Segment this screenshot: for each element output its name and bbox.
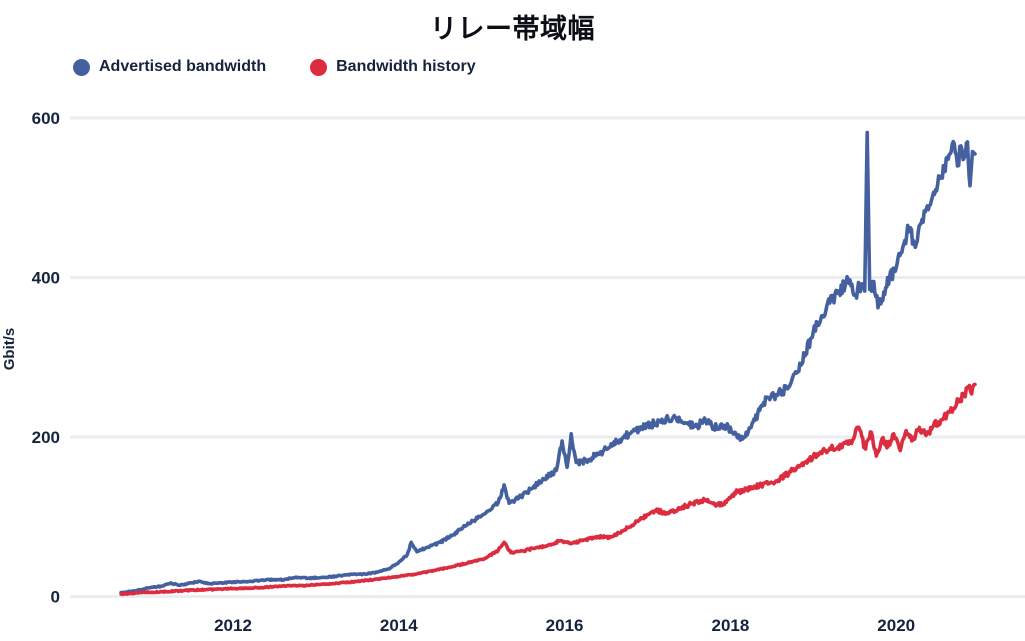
series-line-advertised-bandwidth xyxy=(119,130,977,595)
y-tick-label-400: 400 xyxy=(32,269,60,288)
legend-label-advertised-bandwidth: Advertised bandwidth xyxy=(99,58,267,75)
legend-label-bandwidth-history: Bandwidth history xyxy=(336,58,476,75)
chart-title: リレー帯域幅 xyxy=(430,14,595,44)
x-tick-label-2020: 2020 xyxy=(877,616,915,635)
legend: Advertised bandwidth Bandwidth history xyxy=(73,58,520,76)
y-tick-label-200: 200 xyxy=(32,428,60,447)
y-tick-label-600: 600 xyxy=(32,109,60,128)
x-tick-label-2014: 2014 xyxy=(380,616,418,635)
legend-item-advertised-bandwidth: Advertised bandwidth xyxy=(73,58,266,76)
legend-item-bandwidth-history: Bandwidth history xyxy=(310,58,476,76)
x-tick-label-2016: 2016 xyxy=(546,616,584,635)
series-line-bandwidth-history xyxy=(119,382,977,597)
x-tick-label-2012: 2012 xyxy=(214,616,252,635)
x-tick-label-2018: 2018 xyxy=(711,616,749,635)
bandwidth-history-swatch-icon xyxy=(310,58,328,76)
y-tick-label-0: 0 xyxy=(51,588,60,607)
y-axis-label: Gbit/s xyxy=(1,328,18,371)
advertised-bandwidth-swatch-icon xyxy=(73,58,90,76)
